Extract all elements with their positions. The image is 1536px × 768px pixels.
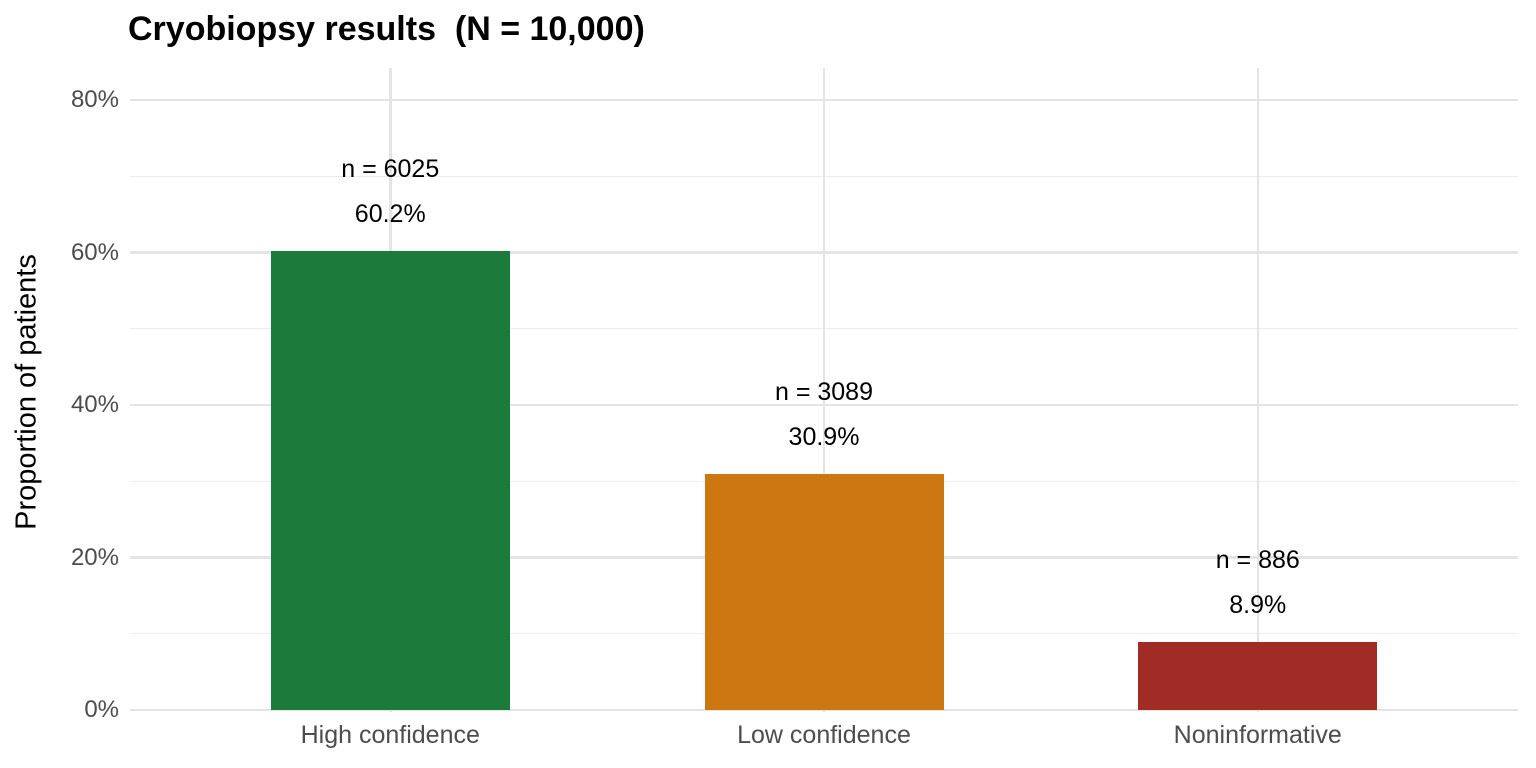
y-tick-label-20pct: 20%	[70, 543, 119, 571]
plot-panel: n = 6025 60.2% n = 3089 30.9% n = 886 8.9%	[130, 68, 1518, 712]
vertical-gridline-3	[1256, 68, 1259, 712]
bar-high-confidence	[270, 250, 510, 710]
bar-annotation-2: n = 3089 30.9%	[674, 370, 974, 460]
y-tick-label-60pct: 60%	[70, 238, 119, 266]
bar-percent-label: 8.9%	[1229, 591, 1287, 620]
vertical-gridline-2	[822, 68, 826, 712]
y-tick-label-40pct: 40%	[70, 391, 119, 418]
bar-annotation-1: n = 6025 60.2%	[240, 147, 540, 237]
bar-low-confidence	[704, 474, 944, 710]
x-tick-label-high-confidence: High confidence	[300, 721, 480, 749]
y-tick-label-0pct: 0%	[84, 696, 119, 723]
x-tick-label-noninformative: Noninformative	[1173, 721, 1342, 749]
bar-noninformative	[1138, 642, 1378, 710]
x-tick-label-low-confidence: Low confidence	[737, 721, 911, 749]
y-tick-label-80pct: 80%	[70, 86, 119, 113]
bar-count-label: n = 6025	[341, 154, 440, 183]
bar-count-label: n = 886	[1215, 546, 1300, 575]
bar-percent-label: 30.9%	[788, 423, 860, 452]
chart-title: Cryobiopsy results (N = 10,000)	[128, 10, 645, 48]
bar-annotation-3: n = 886 8.9%	[1108, 538, 1408, 628]
bar-count-label: n = 3089	[774, 378, 873, 407]
bar-percent-label: 60.2%	[354, 199, 426, 228]
